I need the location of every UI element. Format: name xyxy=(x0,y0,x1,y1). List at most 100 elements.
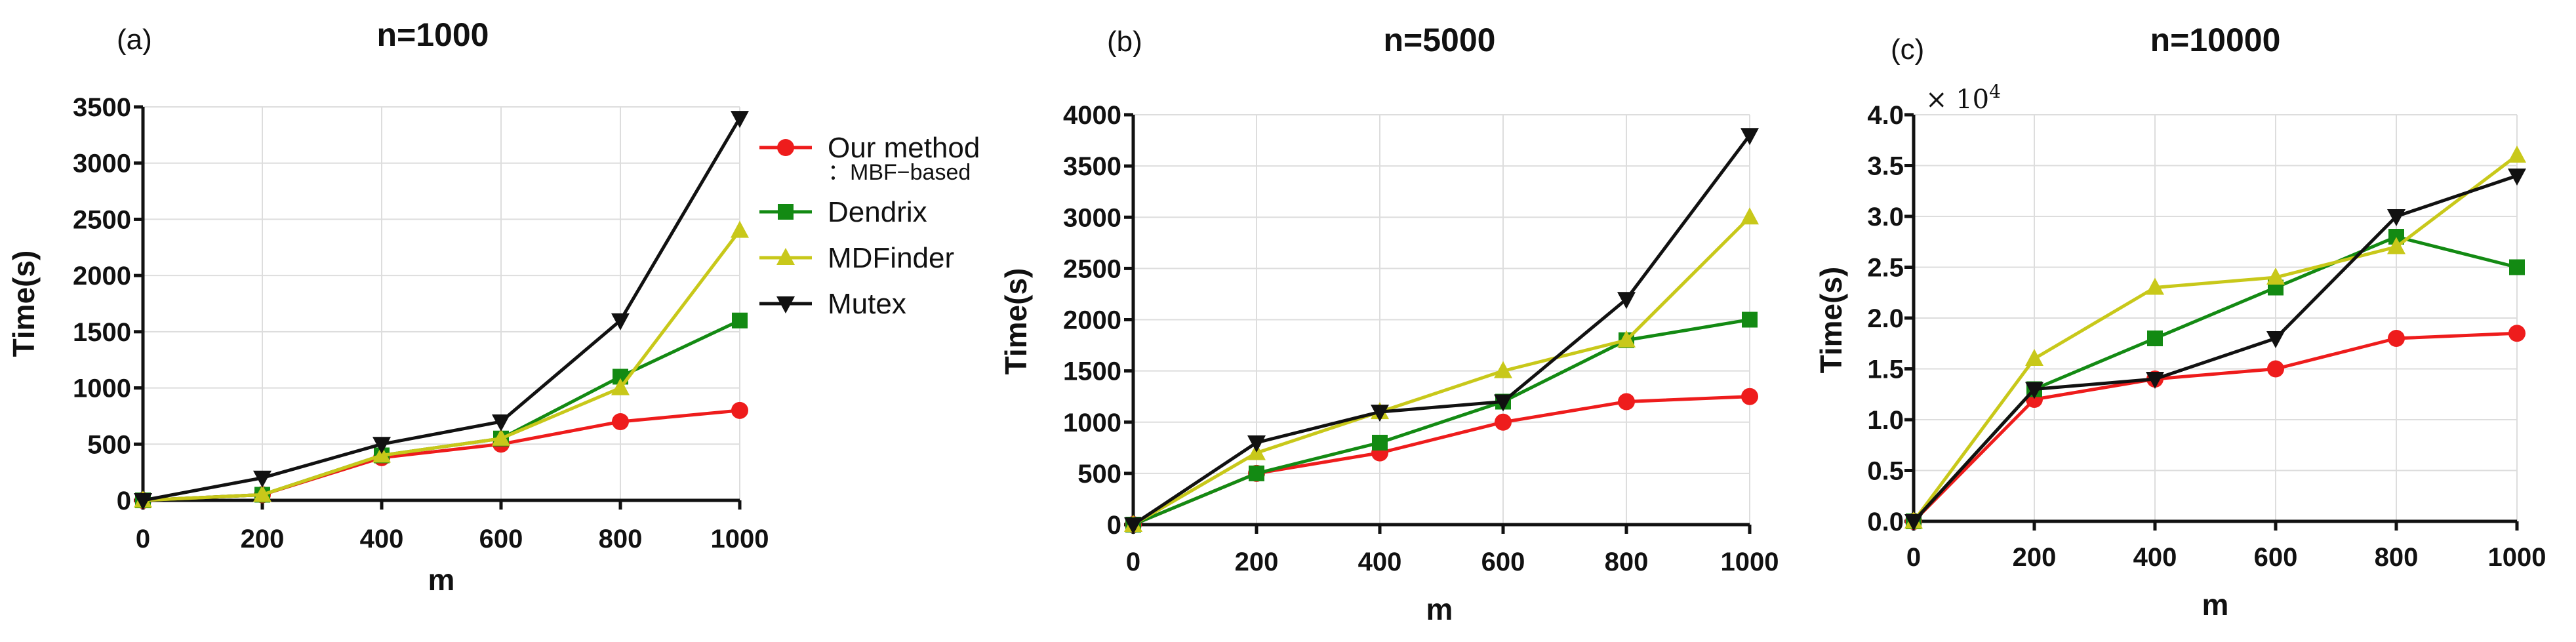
legend-marker-mdfinder xyxy=(776,248,795,265)
chart-title: n=1000 xyxy=(377,16,489,53)
data-point-mutex xyxy=(2387,209,2405,226)
chart-panel-b: 0 500 1000 1500 2000 2500 3000 3500 4000 0 200 400 6… xyxy=(999,22,1779,626)
data-point-mutex xyxy=(134,493,152,510)
data-point-mutex xyxy=(1124,517,1142,534)
x-tick-label: 400 xyxy=(360,525,404,553)
data-point-mdfinder xyxy=(372,445,391,463)
series-line-our_method xyxy=(1912,331,2518,523)
y-tick-label: 2500 xyxy=(1063,254,1121,283)
data-point-mutex xyxy=(372,437,391,454)
chart-title: n=10000 xyxy=(2150,22,2281,58)
legend-sublabel-our_method: ：MBF−based xyxy=(828,160,971,185)
y-tick-label: 4000 xyxy=(1063,101,1121,130)
y-tick-label: 0.5 xyxy=(1867,457,1904,486)
x-tick-label: 200 xyxy=(1235,548,1279,576)
x-tick-label: 1000 xyxy=(711,525,769,553)
series-line-our_method xyxy=(1133,395,1750,527)
data-point-mdfinder xyxy=(2508,146,2526,163)
y-axis-label: Time(s) xyxy=(1814,267,1848,374)
data-point-mdfinder xyxy=(2387,237,2405,254)
data-point-mdfinder xyxy=(2146,277,2164,295)
y-tick-label: 1500 xyxy=(1063,357,1121,386)
y-tick-label: 3000 xyxy=(73,150,131,178)
x-tick-label: 800 xyxy=(2375,543,2419,572)
x-tick-label: 600 xyxy=(2254,543,2298,572)
data-point-mdfinder xyxy=(1494,361,1512,378)
legend: Our method：MBF−based Dendrix MDFinder Mutex xyxy=(759,132,980,320)
series-line-dendrix xyxy=(1133,318,1750,527)
x-axis-label: m xyxy=(2202,588,2229,622)
x-tick-label: 400 xyxy=(1358,548,1402,576)
y-tick-label: 2500 xyxy=(73,205,131,234)
y-axis-label: Time(s) xyxy=(999,268,1033,375)
x-tick-label: 800 xyxy=(599,525,643,553)
panel-label: (a) xyxy=(117,24,152,56)
series-line-our_method xyxy=(142,409,740,502)
data-point-mutex xyxy=(1741,128,1759,146)
x-tick-label: 800 xyxy=(1605,548,1649,576)
y-tick-label: 3500 xyxy=(73,93,131,122)
data-point-mutex xyxy=(2508,169,2526,186)
x-tick-label: 600 xyxy=(1481,548,1525,576)
series-line-mdfinder xyxy=(142,230,741,502)
y-tick-label: 1000 xyxy=(73,374,131,403)
data-point-our_method xyxy=(1741,388,1758,405)
data-point-mutex xyxy=(2025,382,2043,399)
data-point-dendrix xyxy=(2509,259,2525,275)
y-tick-label: 2000 xyxy=(1063,306,1121,335)
y-tick-label: 0.0 xyxy=(1867,508,1904,536)
y-axis-label: Time(s) xyxy=(7,251,41,357)
data-point-our_method xyxy=(612,413,629,430)
x-tick-label: 0 xyxy=(1906,543,1921,572)
data-point-mutex xyxy=(1617,292,1636,310)
data-point-mutex xyxy=(253,470,272,488)
y-tick-label: 500 xyxy=(87,430,131,459)
legend-marker-dendrix xyxy=(778,204,794,220)
data-point-dendrix xyxy=(1372,435,1388,451)
data-point-our_method xyxy=(731,401,748,419)
x-tick-label: 0 xyxy=(136,525,150,553)
x-tick-label: 400 xyxy=(2133,543,2177,572)
data-point-mutex xyxy=(492,414,510,431)
data-point-mdfinder xyxy=(253,485,272,502)
series-line-mutex xyxy=(142,117,742,502)
y-tick-label: 1500 xyxy=(73,318,131,347)
y-tick-label: 3000 xyxy=(1063,203,1121,232)
y-tick-label: 1.5 xyxy=(1867,355,1904,384)
x-axis-label: m xyxy=(428,563,455,597)
legend-label-mdfinder: MDFinder xyxy=(828,242,954,274)
data-point-dendrix xyxy=(1249,465,1264,481)
data-point-mdfinder xyxy=(611,378,630,395)
y-tick-label: 2.0 xyxy=(1867,304,1904,333)
data-point-mutex xyxy=(1494,394,1512,412)
data-point-dendrix xyxy=(732,312,748,329)
data-point-mdfinder xyxy=(1741,207,1759,225)
chart-panel-c: 0.0 0.5 1.0 1.5 2.0 2.5 3.0 3.5 4.0 0 200 400 600 800… xyxy=(1814,22,2546,622)
legend-marker-our_method xyxy=(777,139,794,156)
legend-label-our_method: Our method xyxy=(828,132,980,164)
data-point-dendrix xyxy=(1742,311,1758,328)
series-line-dendrix xyxy=(1912,235,2518,523)
legend-marker-mutex xyxy=(776,296,795,313)
series-line-mdfinder xyxy=(1912,154,2518,523)
series-line-mutex xyxy=(1132,134,1751,527)
data-point-our_method xyxy=(2508,325,2526,342)
data-point-mdfinder xyxy=(2025,349,2043,366)
data-point-our_method xyxy=(1495,413,1512,431)
data-point-dendrix xyxy=(2147,331,2163,346)
data-point-mdfinder xyxy=(1617,330,1636,348)
x-axis-label: m xyxy=(1426,592,1453,626)
y-tick-label: 2.5 xyxy=(1867,254,1904,283)
y-scale-exponent: 4 xyxy=(1989,81,2001,102)
data-point-mutex xyxy=(2146,372,2164,389)
y-tick-label: 1.0 xyxy=(1867,406,1904,435)
data-point-our_method xyxy=(1618,393,1635,411)
y-tick-label: 1000 xyxy=(1063,409,1121,437)
panel-label: (b) xyxy=(1107,26,1142,58)
y-tick-label: 500 xyxy=(1077,460,1121,489)
data-point-mutex xyxy=(731,111,749,129)
x-tick-label: 1000 xyxy=(1721,548,1779,576)
data-point-mdfinder xyxy=(2266,268,2285,285)
data-point-mutex xyxy=(1247,435,1266,452)
